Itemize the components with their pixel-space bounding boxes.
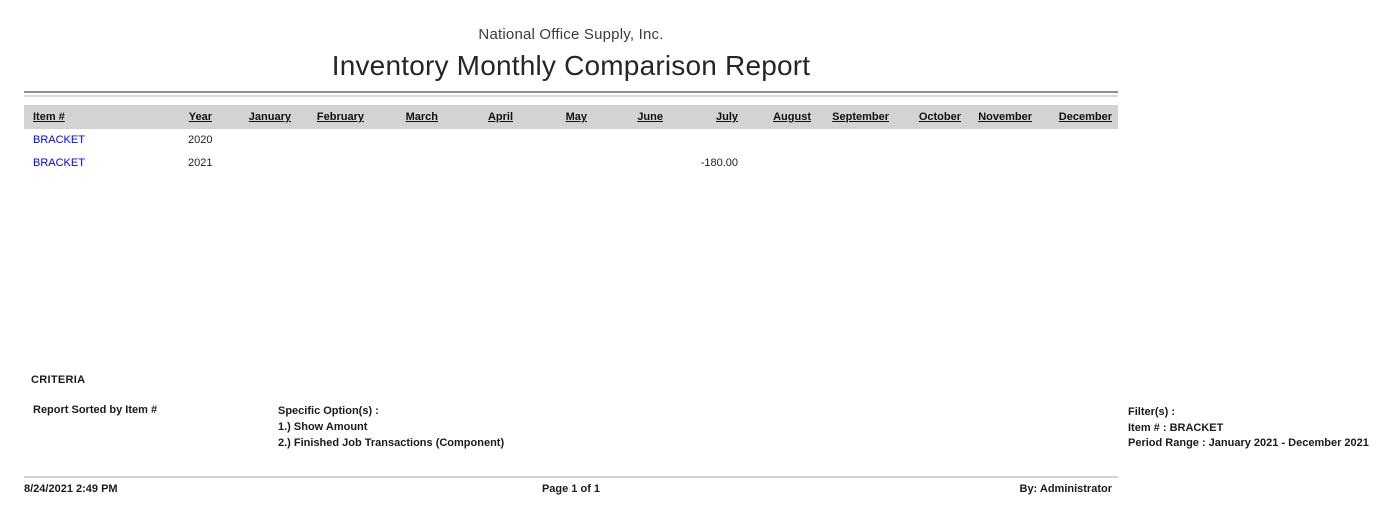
table-body: BRACKET 2020 BRACKET 2021 -180.00 <box>24 129 1118 175</box>
month-cell-february <box>291 129 364 152</box>
column-header-october: October <box>918 111 961 123</box>
month-cell-april <box>438 129 513 152</box>
month-cell-december <box>1032 129 1112 152</box>
criteria-filters: Filter(s) : Item # : BRACKET Period Rang… <box>1128 405 1369 452</box>
column-header-january: January <box>248 111 291 123</box>
option-line: 1.) Show Amount <box>278 421 368 433</box>
footer-byline: By: Administrator <box>1019 483 1113 495</box>
year-cell: 2021 <box>188 157 213 169</box>
item-link[interactable]: BRACKET <box>33 157 85 169</box>
column-header-november: November <box>978 111 1032 123</box>
column-header-august: August <box>773 111 811 123</box>
month-cell-april <box>438 152 513 175</box>
month-cell-july <box>663 129 738 152</box>
table-row: BRACKET 2021 -180.00 <box>24 152 1118 175</box>
column-header-may: May <box>565 111 587 123</box>
filter-line: Item # : BRACKET <box>1128 421 1224 434</box>
month-cell-march <box>364 129 438 152</box>
month-cell-august <box>738 152 811 175</box>
month-cell-september <box>811 152 889 175</box>
column-header-june: June <box>637 111 663 123</box>
options-title: Specific Option(s) : <box>278 405 379 417</box>
month-cell-january <box>212 152 291 175</box>
month-cell-october <box>889 152 961 175</box>
option-line: 2.) Finished Job Transactions (Component… <box>278 437 505 449</box>
month-cell-november <box>961 129 1032 152</box>
criteria-options: Specific Option(s) : 1.) Show Amount 2.)… <box>278 403 504 451</box>
column-header-item: Item # <box>33 111 65 123</box>
filter-line: Period Range : January 2021 - December 2… <box>1128 437 1369 449</box>
footer-page-number: Page 1 of 1 <box>541 483 601 495</box>
report-title: Inventory Monthly Comparison Report <box>331 50 811 81</box>
column-header-september: September <box>832 111 889 123</box>
month-cell-june <box>587 129 663 152</box>
footer-datetime: 8/24/2021 2:49 PM <box>24 483 118 495</box>
month-cell-october <box>889 129 961 152</box>
month-cell-march <box>364 152 438 175</box>
title-rule-light <box>24 95 1118 97</box>
company-name: National Office Supply, Inc. <box>478 26 664 43</box>
comparison-table: Item # Year January February March April May Ju… <box>24 105 1118 175</box>
column-header-december: December <box>1058 111 1112 123</box>
criteria-heading: CRITERIA <box>31 374 86 386</box>
title-rule-dark <box>24 91 1118 93</box>
table-row: BRACKET 2020 <box>24 129 1118 152</box>
month-cell-july: -180.00 <box>700 157 738 169</box>
criteria-sort-text: Report Sorted by Item # <box>33 404 158 416</box>
filters-title: Filter(s) : <box>1128 406 1176 418</box>
month-cell-may <box>513 152 587 175</box>
column-header-year: Year <box>188 111 212 123</box>
month-cell-june <box>587 152 663 175</box>
column-header-april: April <box>487 111 513 123</box>
month-cell-december <box>1032 152 1112 175</box>
month-cell-september <box>811 129 889 152</box>
month-cell-august <box>738 129 811 152</box>
year-cell: 2020 <box>188 134 213 146</box>
month-cell-november <box>961 152 1032 175</box>
column-header-march: March <box>405 111 438 123</box>
month-cell-may <box>513 129 587 152</box>
column-header-february: February <box>316 111 364 123</box>
item-link[interactable]: BRACKET <box>33 134 85 146</box>
table-header-row: Item # Year January February March April May Ju… <box>24 105 1118 129</box>
column-header-july: July <box>715 111 738 123</box>
footer-rule <box>24 476 1118 478</box>
month-cell-february <box>291 152 364 175</box>
month-cell-january <box>212 129 291 152</box>
